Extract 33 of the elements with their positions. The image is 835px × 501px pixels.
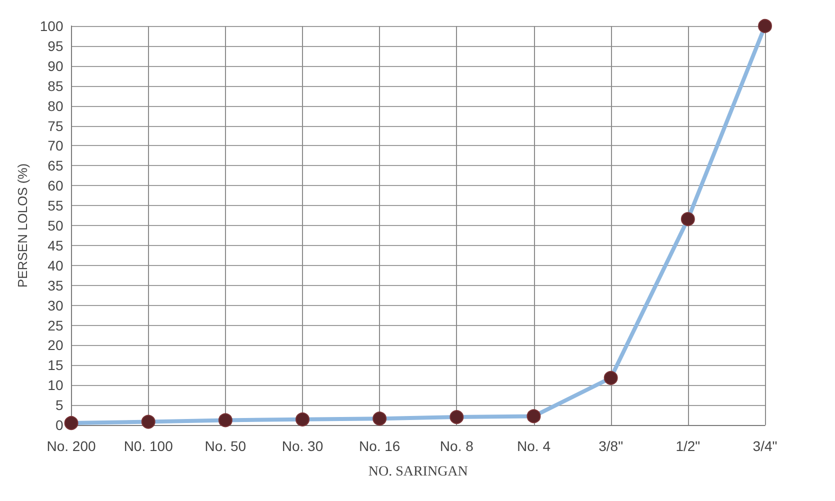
x-tick-label: 1/2" [676, 438, 700, 454]
x-tick-label: No. 16 [358, 438, 400, 454]
y-tick-label: 80 [48, 98, 64, 114]
y-tick-label: 70 [48, 138, 64, 154]
y-axis-title: PERSEN LOLOS (%) [15, 163, 30, 288]
y-tick-label: 85 [48, 78, 64, 94]
y-tick-label: 95 [48, 38, 64, 54]
y-tick-label: 35 [48, 277, 64, 294]
x-tick-label: No. 30 [282, 438, 324, 454]
y-tick-label: 50 [48, 218, 64, 234]
x-tick-label: 3/4" [752, 438, 778, 454]
y-tick-label: 65 [48, 158, 64, 174]
x-axis-title: NO. SARINGAN [368, 464, 468, 480]
y-tick-label: 30 [48, 297, 64, 314]
x-tick-label: No. 200 [46, 438, 96, 454]
y-tick-label: 15 [48, 357, 64, 374]
x-tick-label: No. 4 [517, 438, 551, 454]
x-tick-label: No. 50 [204, 438, 246, 454]
y-tick-label: 5 [55, 397, 64, 414]
y-tick-label: 90 [48, 58, 64, 74]
y-tick-label: 0 [55, 417, 64, 433]
y-tick-label: 20 [48, 337, 64, 354]
y-tick-label: 25 [48, 317, 64, 334]
x-tick-label: N0. 100 [124, 438, 174, 454]
y-tick-label: 100 [40, 18, 64, 34]
y-tick-label: 45 [48, 237, 64, 254]
y-tick-label: 55 [48, 198, 64, 214]
y-tick-label: 75 [48, 118, 64, 134]
y-tick-label: 60 [48, 178, 64, 194]
y-tick-label: 40 [48, 257, 64, 274]
y-tick-label: 10 [48, 377, 64, 394]
x-tick-label: 3/8" [598, 438, 624, 454]
x-tick-label: No. 8 [440, 438, 474, 454]
